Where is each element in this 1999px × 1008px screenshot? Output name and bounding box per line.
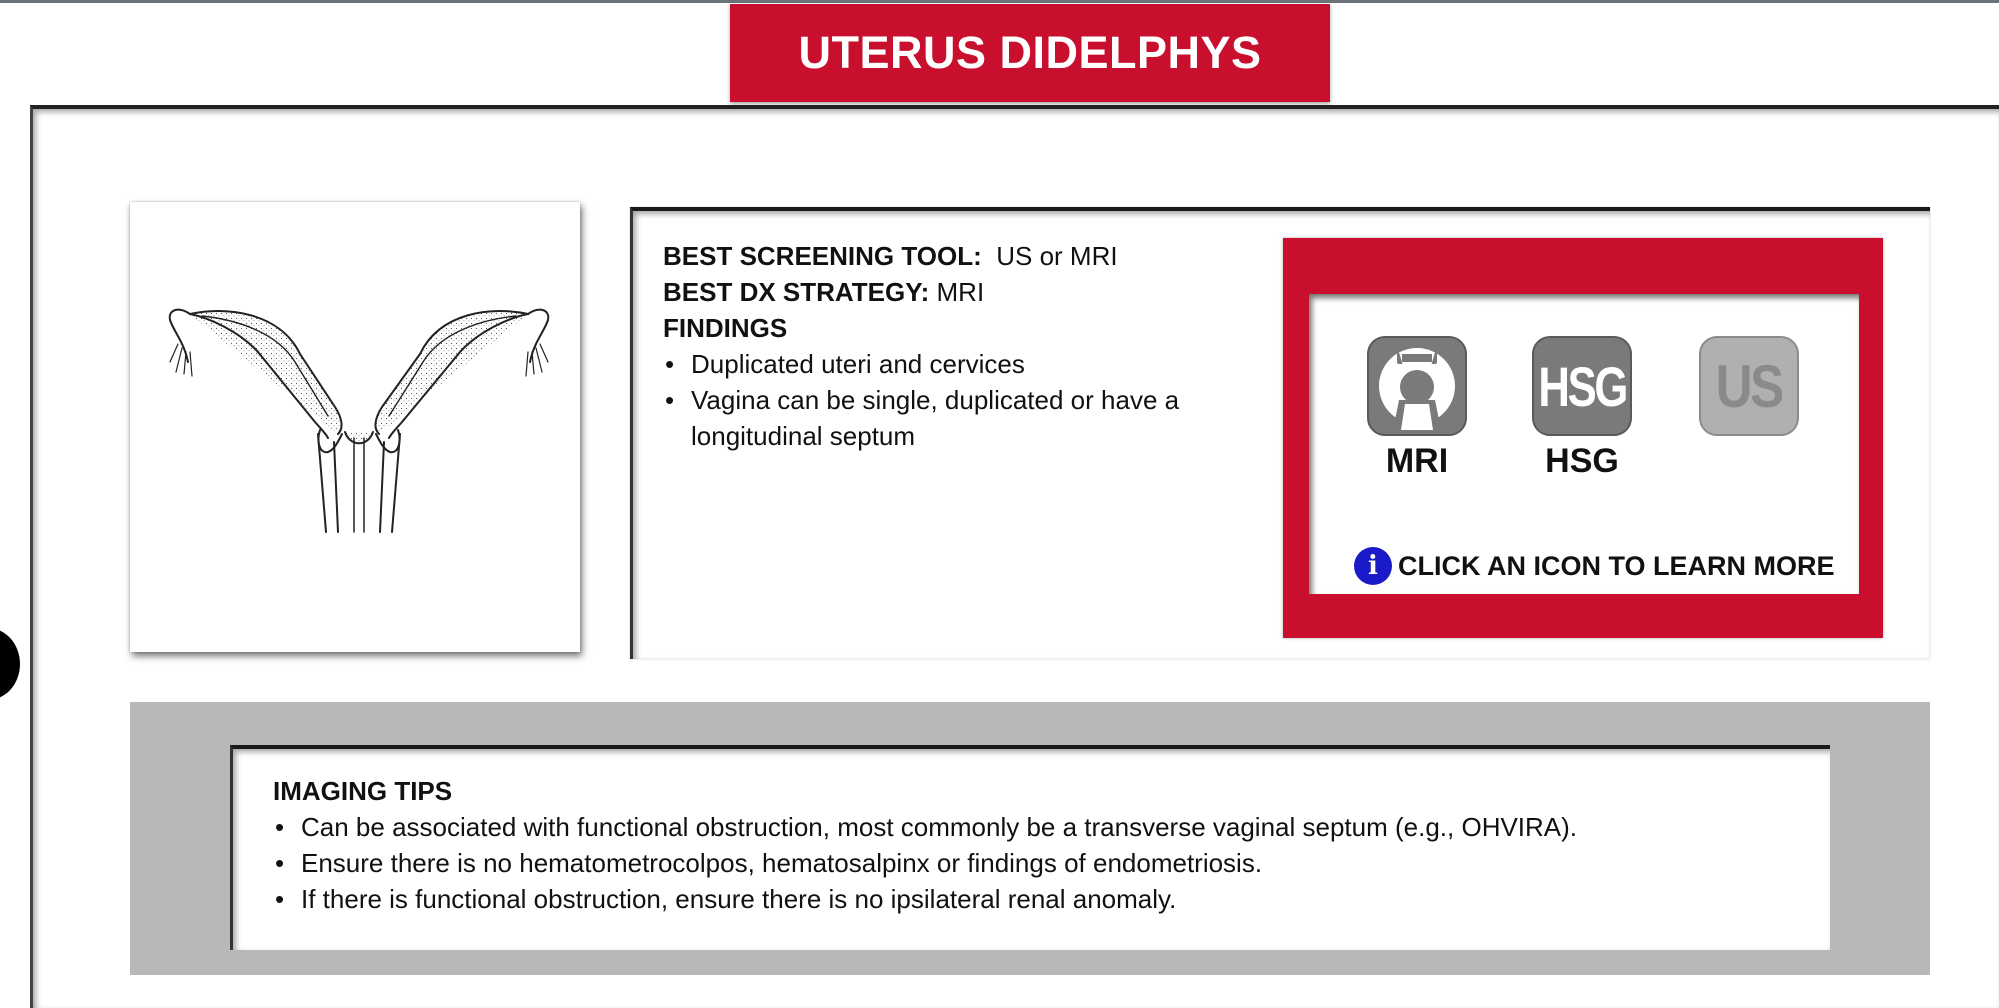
dx-label: BEST DX STRATEGY: <box>663 277 930 307</box>
screening-row: BEST SCREENING TOOL: US or MRI <box>663 238 1223 274</box>
us-icon: US <box>1716 352 1784 420</box>
screening-value: US or MRI <box>996 241 1118 271</box>
hint-row: i CLICK AN ICON TO LEARN MORE <box>1354 546 1835 586</box>
info-icon: i <box>1354 547 1392 585</box>
mri-button[interactable] <box>1367 336 1467 436</box>
page-title: UTERUS DIDELPHYS <box>798 27 1262 78</box>
hsg-button[interactable]: HSG <box>1532 336 1632 436</box>
list-item: Duplicated uteri and cervices <box>663 346 1223 382</box>
findings-heading-text: FINDINGS <box>663 313 788 343</box>
hint-text: CLICK AN ICON TO LEARN MORE <box>1398 550 1835 581</box>
side-nav-tab[interactable] <box>0 628 20 700</box>
summary-panel: BEST SCREENING TOOL: US or MRI BEST DX S… <box>630 207 1930 659</box>
mri-label[interactable]: MRI <box>1385 442 1449 480</box>
imaging-tips-section: IMAGING TIPS Can be associated with func… <box>130 702 1930 975</box>
mri-magnet-icon <box>1379 348 1455 430</box>
imaging-tips-list: Can be associated with functional obstru… <box>273 809 1577 917</box>
screening-label: BEST SCREENING TOOL: <box>663 241 982 271</box>
illustration-panel <box>130 202 580 652</box>
list-item: Can be associated with functional obstru… <box>273 809 1577 845</box>
list-item: If there is functional obstruction, ensu… <box>273 881 1577 917</box>
imaging-tips-heading: IMAGING TIPS <box>273 776 453 806</box>
us-button: US <box>1699 336 1799 436</box>
dx-value: MRI <box>936 277 985 307</box>
summary-text: BEST SCREENING TOOL: US or MRI BEST DX S… <box>663 238 1223 454</box>
list-item: Ensure there is no hematometrocolpos, he… <box>273 845 1577 881</box>
imaging-tips-panel: IMAGING TIPS Can be associated with func… <box>230 745 1830 950</box>
top-rule <box>0 0 1999 3</box>
dx-row: BEST DX STRATEGY: MRI <box>663 274 1223 310</box>
findings-list: Duplicated uteri and cervices Vagina can… <box>663 346 1223 454</box>
modality-icon-panel: MRI HSG HSG US i CLICK AN ICON TO LEARN … <box>1309 294 1859 594</box>
hsg-label[interactable]: HSG <box>1545 442 1619 480</box>
uterus-didelphys-illustration <box>168 308 550 533</box>
list-item: Vagina can be single, duplicated or have… <box>663 382 1223 454</box>
modality-icon-frame: MRI HSG HSG US i CLICK AN ICON TO LEARN … <box>1283 238 1883 638</box>
imaging-tips-content: IMAGING TIPS Can be associated with func… <box>273 773 1577 917</box>
findings-heading: FINDINGS <box>663 310 1223 346</box>
title-banner: UTERUS DIDELPHYS <box>730 4 1330 102</box>
hsg-icon: HSG <box>1538 354 1628 418</box>
